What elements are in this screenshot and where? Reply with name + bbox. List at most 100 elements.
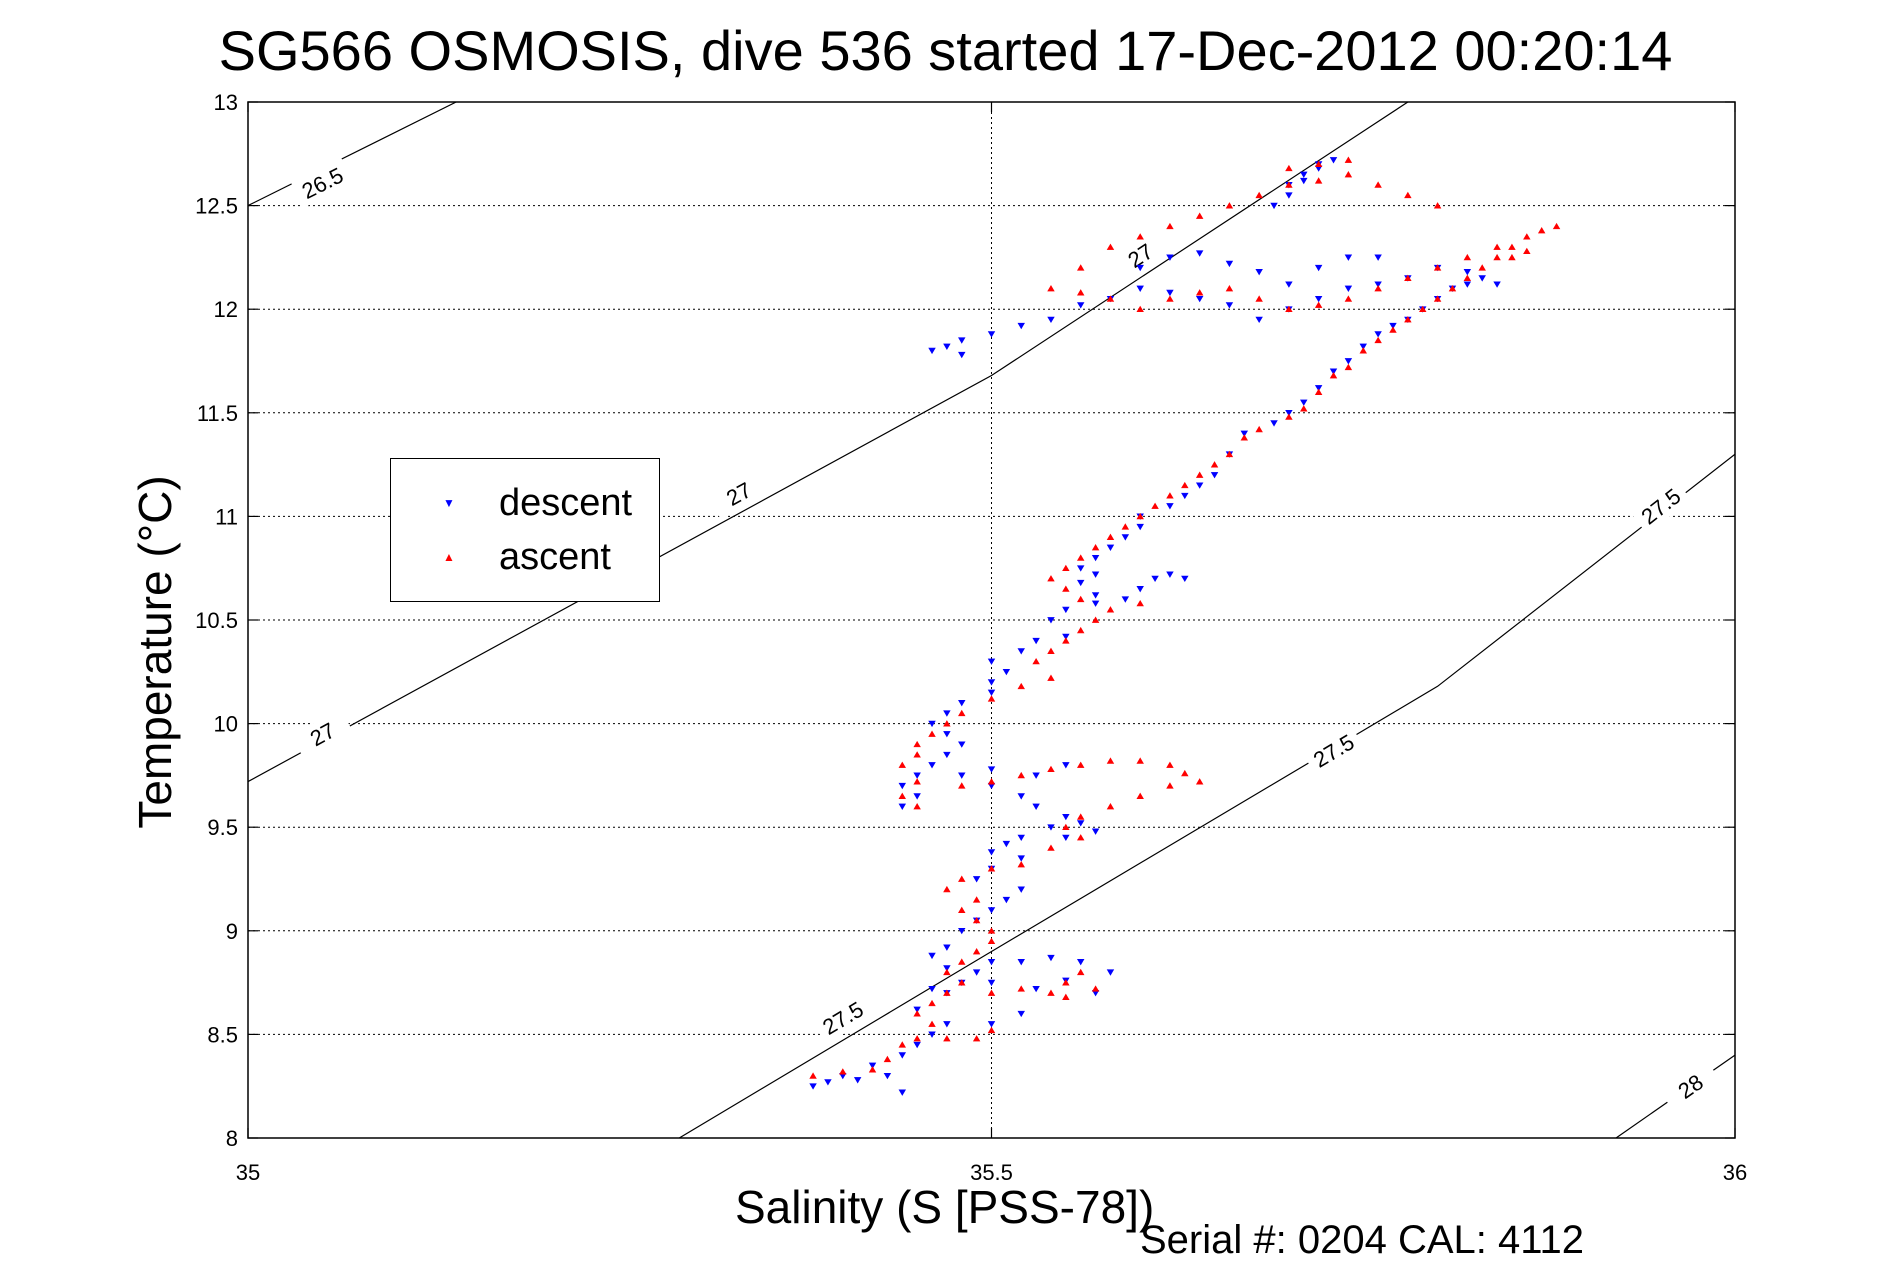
descent-point (1076, 302, 1085, 309)
ascent-point (913, 778, 921, 785)
density-contour-line (248, 102, 457, 207)
ascent-point (898, 792, 907, 799)
ascent-point (1017, 682, 1025, 690)
ascent-point (1047, 575, 1055, 582)
ascent-point (1404, 274, 1412, 281)
descent-point (987, 979, 996, 987)
ascent-point (1032, 657, 1040, 665)
serial-annotation: Serial #: 0204 CAL: 4112 (1140, 1218, 1585, 1262)
descent-point (987, 689, 996, 696)
descent-point (1091, 600, 1100, 607)
descent-point (824, 1079, 832, 1086)
contour-label-bg (1629, 477, 1692, 535)
ascent-point (987, 937, 996, 945)
ascent-point (1195, 289, 1204, 296)
y-tick-label: 9 (226, 919, 238, 944)
ascent-point (943, 989, 951, 996)
ascent-point (1076, 626, 1085, 634)
descent-point (1285, 409, 1293, 417)
ascent-point (898, 761, 907, 768)
descent-point (1062, 606, 1070, 614)
descent-point (928, 720, 936, 728)
ascent-point (958, 709, 966, 717)
ascent-point (1285, 305, 1293, 313)
ascent-point (1136, 512, 1144, 520)
descent-point (1300, 171, 1308, 178)
ascent-point (1493, 243, 1501, 250)
ascent-point (1314, 177, 1323, 184)
descent-point (1017, 1010, 1025, 1018)
contour-label-bg (291, 157, 354, 208)
ascent-point (958, 875, 966, 882)
descent-point (1032, 985, 1040, 993)
ascent-point (1314, 388, 1323, 395)
y-tick-label: 13 (214, 90, 238, 115)
descent-point (987, 959, 996, 966)
ascent-point (1151, 502, 1159, 509)
descent-point (1091, 554, 1100, 562)
descent-point (1091, 571, 1100, 578)
ascent-point (809, 1072, 817, 1079)
descent-point (1285, 281, 1293, 288)
ascent-point (1225, 450, 1234, 458)
contour-label-bg (1109, 228, 1172, 283)
descent-point (1344, 285, 1353, 292)
descent-point (1106, 544, 1115, 551)
descent-point (987, 331, 996, 338)
contour-label: 27.5 (1302, 724, 1365, 777)
descent-point (928, 985, 936, 993)
ascent-point (958, 979, 966, 986)
descent-point (1002, 668, 1011, 676)
y-tick-label: 12.5 (195, 194, 238, 219)
ascent-point (1076, 834, 1085, 841)
data-points (809, 156, 1561, 1096)
descent-point (987, 658, 996, 665)
descent-point (809, 1083, 817, 1090)
descent-point (987, 849, 996, 856)
ascent-point (1225, 202, 1234, 209)
ascent-point (928, 1020, 936, 1027)
descent-point (928, 1031, 936, 1038)
ascent-point (1344, 171, 1353, 178)
descent-point (1181, 492, 1189, 500)
y-tick-label: 8 (226, 1126, 238, 1151)
descent-point (1225, 302, 1234, 309)
ascent-point (1166, 761, 1174, 768)
descent-point (1210, 472, 1219, 479)
ascent-point (1240, 434, 1249, 441)
descent-point (1002, 840, 1011, 848)
descent-point (913, 1041, 921, 1049)
ascent-point (1136, 599, 1144, 607)
ascent-point (1047, 674, 1055, 681)
ascent-point (1091, 616, 1100, 623)
ascent-point (1181, 769, 1189, 777)
ascent-point (1255, 425, 1263, 433)
ascent-point (1552, 222, 1561, 230)
ascent-point (987, 1026, 996, 1034)
descent-point (883, 1072, 892, 1080)
descent-point (1017, 793, 1025, 800)
ascent-point (1062, 564, 1070, 572)
ascent-point (1106, 757, 1115, 764)
descent-point (1314, 264, 1323, 272)
ascent-point (1374, 285, 1382, 292)
y-tick-label: 8.5 (207, 1022, 238, 1047)
ascent-point (1166, 295, 1174, 302)
descent-point (958, 351, 966, 359)
ascent-point (1344, 363, 1353, 371)
ascent-point (1047, 989, 1055, 996)
descent-point (1478, 275, 1486, 282)
descent-point (1047, 617, 1055, 624)
descent-point (972, 969, 981, 976)
descent-point (1195, 482, 1204, 489)
descent-point (1076, 579, 1085, 587)
y-tick-label: 12 (214, 297, 238, 322)
descent-point (943, 751, 951, 759)
legend: ▼ descent ▲ ascent (390, 458, 660, 602)
ascent-point (1136, 233, 1144, 240)
ascent-point (972, 948, 981, 955)
ascent-point (1285, 413, 1293, 420)
ascent-point (1478, 264, 1486, 271)
triangle-down-icon: ▼ (443, 496, 455, 510)
descent-point (853, 1077, 862, 1084)
